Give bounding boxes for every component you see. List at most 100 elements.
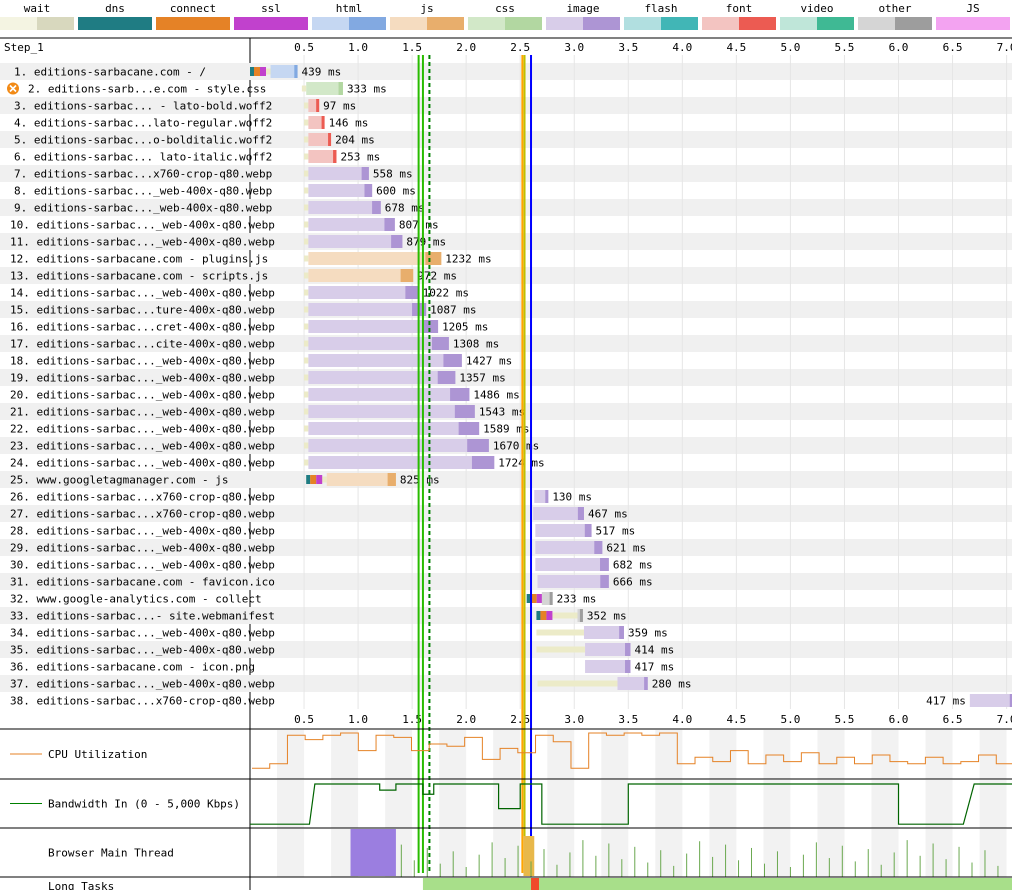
tick-label-bottom: 4.5 [726,713,746,726]
tick-label-top: 2.0 [456,41,476,54]
tick-label-top: 4.5 [726,41,746,54]
main-thread-script-block [523,836,535,876]
request-bar [308,184,373,197]
request-label: 18. editions-sarbac..._web-400x-q80.webp [10,355,275,368]
request-label: 15. editions-sarbac...ture-400x-q80.webp [10,304,275,317]
legend-label: ssl [261,2,281,15]
error-icon-cross [9,84,17,93]
row-background [0,539,1012,556]
request-time-label: 1087 ms [430,304,476,317]
panel-grid-band [439,829,467,877]
legend-label: other [878,2,912,15]
legend-swatch [0,17,74,30]
request-label: 35. editions-sarbac..._web-400x-q80.webp [10,644,275,657]
request-download-bar [372,201,381,214]
row-background [0,199,1012,216]
request-time-label: 1589 ms [483,423,529,436]
panel-grid-band [385,730,413,779]
request-label: 25. www.googletagmanager.com - js [10,474,229,487]
request-label: 3. editions-sarbac... - lato-bold.woff2 [14,100,272,113]
tick-label-top: 6.0 [889,41,909,54]
request-label: 21. editions-sarbac..._web-400x-q80.webp [10,406,275,419]
request-bar [308,235,403,248]
row-background [0,403,1012,420]
tick-label-top: 1.0 [348,41,368,54]
request-wait-bar [304,153,309,160]
request-bar [308,269,414,282]
panel-grid-band [655,829,683,877]
legend-item-css: css [468,0,542,34]
request-time-label: 678 ms [385,202,425,215]
panel-label: CPU Utilization [48,748,147,761]
request-bar [306,82,343,95]
request-label: 32. www.google-analytics.com - collect [10,593,262,606]
request-wait-bar [301,85,307,92]
request-time-label: 600 ms [376,185,416,198]
row-background [0,301,1012,318]
request-bar [308,405,475,418]
legend-item-js: js [390,0,464,34]
panel-grid-band [277,829,305,877]
request-wait-bar [536,612,578,619]
request-download-bar [328,133,332,146]
request-time-label: 146 ms [329,117,369,130]
panel-grid-band [817,730,845,779]
request-wait-bar [304,459,309,466]
panel-grid-band [655,730,683,779]
row-background [0,471,1012,488]
legend-label: video [800,2,834,15]
request-time-label: 621 ms [606,542,646,555]
tick-label-top: 3.5 [618,41,638,54]
request-time-label: 1357 ms [459,372,505,385]
panel-grid-band [601,829,629,877]
tick-label-top: 5.5 [835,41,855,54]
panel-grid-band [871,780,899,828]
request-dns-bar [526,594,531,603]
request-time-label: 97 ms [323,100,356,113]
request-download-bar [619,626,624,639]
request-bar [270,65,298,78]
request-wait-bar [537,680,618,687]
legend-swatch [156,17,230,30]
request-wait-bar [304,221,309,228]
request-wait-bar [304,425,309,432]
panel-grid-band [709,780,737,828]
legend-swatch [312,17,386,30]
row-background [0,607,1012,624]
request-label: 19. editions-sarbac..._web-400x-q80.webp [10,372,275,385]
panel-grid-band [331,780,359,828]
tick-label-bottom: 7.0 [997,713,1012,726]
legend-swatch [78,17,152,30]
request-download-bar [443,354,462,367]
request-bar [535,524,592,537]
request-time-label: 682 ms [613,559,653,572]
row-background [0,437,1012,454]
tick-label-top: 3.0 [564,41,584,54]
request-bar [537,575,609,588]
request-wait-bar [304,102,309,109]
legend-swatch [390,17,464,30]
legend-swatch [702,17,776,30]
request-bar [583,626,624,639]
request-download-bar [454,405,475,418]
tick-label-top: 4.0 [672,41,692,54]
request-time-label: 417 ms [634,661,674,674]
request-ssl-bar [536,594,543,603]
step-label: Step_1 [4,41,44,54]
row-background [0,675,1012,692]
request-wait-bar [304,340,309,347]
request-time-label: 233 ms [557,593,597,606]
request-label: 4. editions-sarbac...lato-regular.woff2 [14,117,272,130]
request-download-bar [294,65,298,78]
request-bar [326,473,396,486]
request-time-label: 417 ms [926,695,966,708]
request-time-label: 359 ms [628,627,668,640]
request-ssl-bar [546,611,553,620]
request-download-bar [577,507,584,520]
tick-label-top: 5.0 [780,41,800,54]
request-download-bar [405,286,419,299]
request-wait-bar [304,391,309,398]
tick-label-top: 6.5 [943,41,963,54]
panel-grid-band [817,829,845,877]
request-label: 38. editions-sarbac...x760-crop-q80.webp [10,695,275,708]
